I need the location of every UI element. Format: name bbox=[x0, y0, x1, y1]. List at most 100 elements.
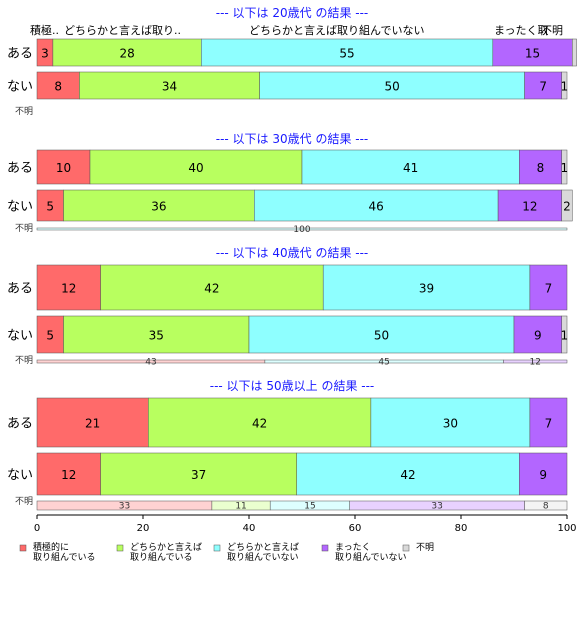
bar-segment bbox=[36, 264, 101, 311]
row-label: ない bbox=[7, 200, 33, 215]
bar-segment bbox=[36, 397, 149, 448]
top-category-label: まったく取 bbox=[494, 24, 549, 37]
data-label: 12 bbox=[529, 358, 540, 368]
x-tick-label: 40 bbox=[243, 523, 256, 534]
bar-segment bbox=[36, 315, 64, 354]
data-label: 21 bbox=[85, 417, 100, 431]
x-tick-label: 0 bbox=[34, 523, 40, 534]
data-label: 11 bbox=[235, 502, 246, 512]
data-label: 55 bbox=[339, 47, 354, 61]
bar-segment bbox=[63, 315, 250, 354]
legend-swatch bbox=[213, 544, 221, 552]
data-label: 8 bbox=[54, 80, 62, 94]
data-label: 7 bbox=[539, 80, 547, 94]
data-label: 30 bbox=[443, 417, 458, 431]
bar-segment bbox=[259, 71, 525, 100]
bar-segment bbox=[524, 71, 562, 100]
x-tick-label: 20 bbox=[137, 523, 150, 534]
data-label: 28 bbox=[119, 47, 134, 61]
data-label: 8 bbox=[543, 502, 549, 512]
data-label: 33 bbox=[431, 502, 442, 512]
row-label: ある bbox=[7, 161, 33, 176]
x-tick-label: 100 bbox=[557, 523, 576, 534]
legend-label: 取り組んでいる bbox=[130, 551, 193, 563]
data-label: 15 bbox=[304, 502, 315, 512]
data-label: 42 bbox=[252, 417, 267, 431]
data-label: 7 bbox=[545, 282, 553, 296]
bar-segment bbox=[561, 149, 568, 185]
legend-label: 取り組んでいない bbox=[335, 551, 407, 563]
x-tick-label: 80 bbox=[455, 523, 468, 534]
data-label: 37 bbox=[191, 468, 206, 482]
row-label: ない bbox=[7, 80, 33, 95]
row-label: 不明 bbox=[15, 496, 33, 507]
bar-segment bbox=[36, 149, 91, 185]
top-category-label: 不明 bbox=[541, 24, 563, 37]
x-tick-label: 60 bbox=[349, 523, 362, 534]
data-label: 12 bbox=[61, 468, 76, 482]
legend-label: どちらかと言えば bbox=[227, 541, 299, 553]
row-label: 不明 bbox=[15, 106, 33, 117]
data-label: 12 bbox=[522, 200, 537, 214]
data-label: 12 bbox=[61, 282, 76, 296]
data-label: 1 bbox=[561, 329, 569, 343]
data-label: 1 bbox=[561, 161, 569, 175]
bar-segment bbox=[519, 149, 562, 185]
row-label: ある bbox=[7, 282, 33, 297]
data-label: 42 bbox=[204, 282, 219, 296]
bar-segment bbox=[370, 397, 531, 448]
bar-segment bbox=[148, 397, 372, 448]
bar-segment bbox=[524, 500, 568, 511]
data-label: 34 bbox=[162, 80, 177, 94]
row-label: 不明 bbox=[15, 355, 33, 366]
data-label: 10 bbox=[56, 161, 71, 175]
legend-label: 不明 bbox=[416, 542, 434, 553]
panel-title: --- 以下は 30歳代 の結果 --- bbox=[216, 132, 369, 146]
legend-label: 取り組んでいる bbox=[33, 551, 96, 563]
bar-segment bbox=[561, 315, 568, 354]
legend-label: 積極的に bbox=[33, 541, 69, 553]
bar-segment bbox=[63, 189, 255, 222]
legend-label: どちらかと言えば bbox=[130, 541, 202, 553]
data-label: 43 bbox=[145, 358, 156, 368]
data-label: 40 bbox=[188, 161, 203, 175]
legend-swatch bbox=[116, 544, 124, 552]
panel-title: --- 以下は 20歳代 の結果 --- bbox=[216, 6, 369, 20]
data-label: 9 bbox=[534, 329, 542, 343]
top-category-label: どちらかと言えば取り組んでいない bbox=[249, 24, 424, 37]
bar-segment bbox=[36, 71, 80, 100]
data-label: 5 bbox=[46, 329, 54, 343]
row-label: ない bbox=[7, 468, 33, 483]
data-label: 1 bbox=[561, 80, 569, 94]
bar-segment bbox=[100, 452, 297, 496]
data-label: 46 bbox=[369, 200, 384, 214]
bar-segment bbox=[254, 189, 499, 222]
legend-swatch bbox=[321, 544, 329, 552]
bar-segment bbox=[301, 149, 520, 185]
bar-segment bbox=[572, 38, 577, 67]
data-label: 50 bbox=[384, 80, 399, 94]
bar-segment bbox=[503, 359, 568, 364]
data-label: 50 bbox=[374, 329, 389, 343]
data-label: 2 bbox=[563, 200, 571, 214]
data-label: 15 bbox=[525, 47, 540, 61]
data-label: 100 bbox=[293, 225, 310, 235]
bar-segment bbox=[89, 149, 303, 185]
data-label: 39 bbox=[419, 282, 434, 296]
row-label: ない bbox=[7, 329, 33, 344]
bar-segment bbox=[492, 38, 573, 67]
bar-segment bbox=[561, 71, 568, 100]
row-label: 不明 bbox=[15, 223, 33, 234]
data-label: 8 bbox=[537, 161, 545, 175]
bar-segment bbox=[296, 452, 520, 496]
bar-segment bbox=[100, 264, 324, 311]
bar-segment bbox=[519, 452, 568, 496]
bar-segment bbox=[513, 315, 562, 354]
panel-title: --- 以下は 50歳以上 の結果 --- bbox=[210, 379, 375, 393]
data-label: 42 bbox=[400, 468, 415, 482]
bar-segment bbox=[497, 189, 562, 222]
legend-swatch bbox=[19, 544, 27, 552]
data-label: 33 bbox=[119, 502, 130, 512]
bar-segment bbox=[322, 264, 531, 311]
